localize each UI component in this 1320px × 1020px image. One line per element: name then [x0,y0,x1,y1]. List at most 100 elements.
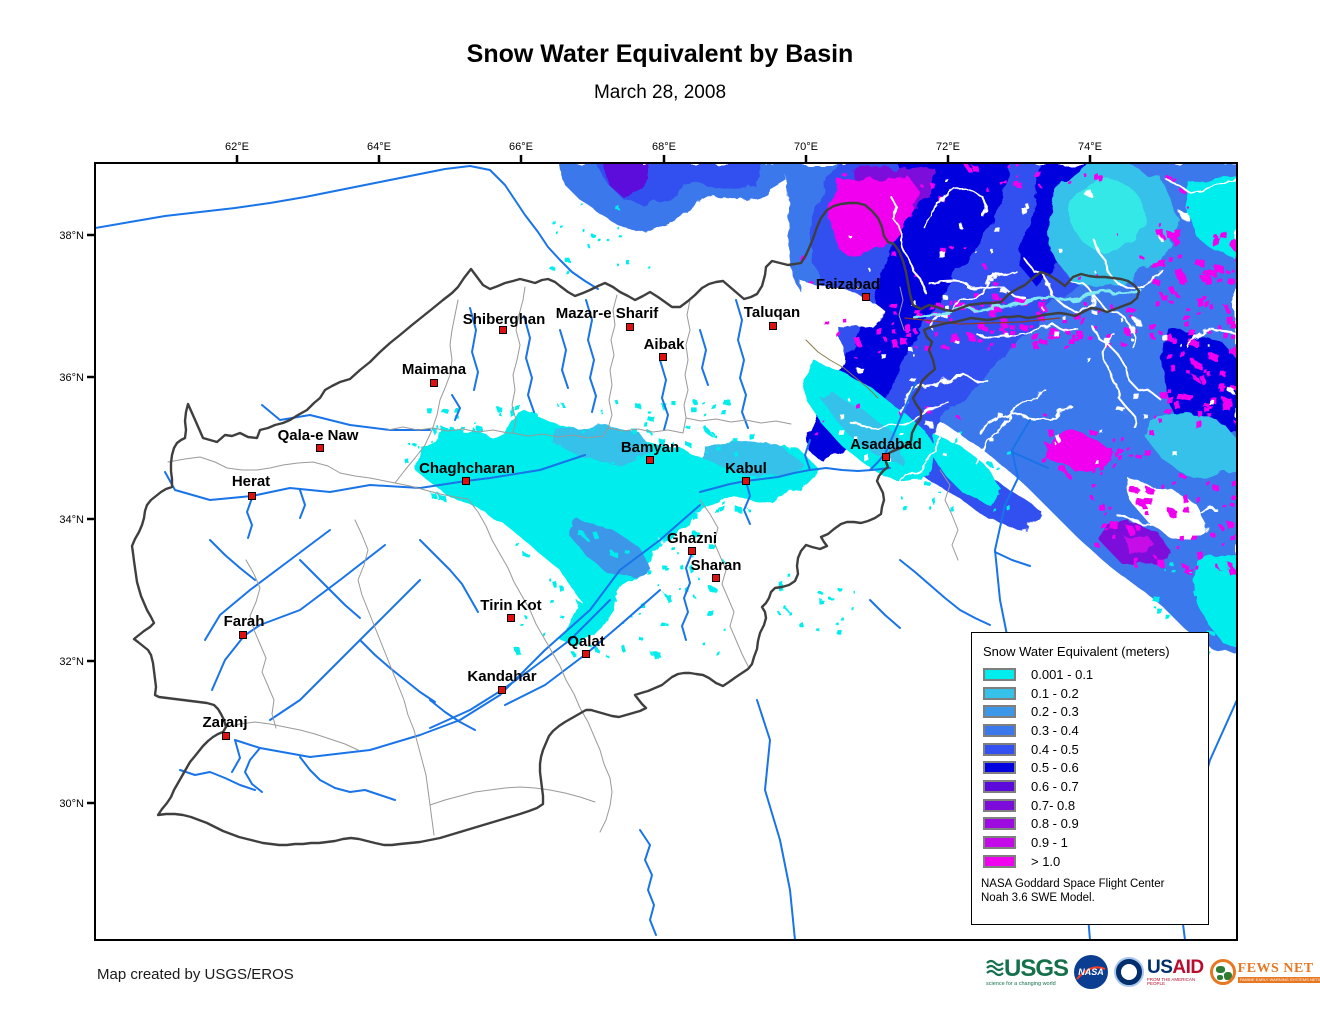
city-label: Kabul [725,460,767,477]
fews-name: FEWS NET [1237,960,1314,976]
city-label: Maimana [402,361,467,378]
river [735,299,749,429]
legend-row: 0.7- 0.8 [983,796,1208,815]
snow-blob [822,390,908,462]
city-label: Qala-e Naw [278,427,359,444]
legend-footer-line1: NASA Goddard Space Flight Center [981,877,1165,890]
usaid-tagline: FROM THE AMERICAN PEOPLE [1147,976,1196,986]
legend-row: 0.001 - 0.1 [983,665,1208,684]
basin-boundary [354,519,435,836]
legend-row-label: 0.1 - 0.2 [1031,685,1079,701]
river [699,329,709,386]
fews-tagline: FAMINE EARLY WARNING SYSTEMS NETWORK [1237,976,1320,983]
usgs-logo: USGS science for a changing world [986,956,1069,988]
river [234,504,701,758]
city-dot [712,574,720,582]
river [869,599,901,629]
city-label: Asadabad [850,436,922,453]
snow-blob [1130,480,1206,540]
lon-tick-label: 68°E [652,141,676,153]
city-label: Kandahar [467,668,536,685]
city-label: Tirin Kot [480,597,541,614]
river [994,551,1031,567]
river-lines [96,165,1236,939]
city-dot [462,477,470,485]
river [209,539,256,581]
river [246,497,253,539]
city-dot [626,323,634,331]
lon-tick-label: 72°E [936,141,960,153]
river [299,756,396,801]
city-label: Ghazni [667,530,717,547]
river [204,529,331,641]
legend-swatch-icon [983,686,1016,700]
legend-row-label: 0.9 - 1 [1031,835,1068,851]
map-layers [96,164,1236,939]
page-title: Snow Water Equivalent by Basin [466,40,854,68]
legend-swatch-icon [983,705,1016,719]
lat-tick-label: 30°N [59,798,84,810]
legend-rows: 0.001 - 0.1 0.1 - 0.2 0.2 - 0.3 0.3 - 0.4 0.… [972,665,1208,871]
lat-tick-label: 32°N [59,656,84,668]
city-label: Herat [232,473,270,490]
city-dot [239,631,247,639]
legend-swatch-icon [983,854,1016,868]
legend: Snow Water Equivalent (meters) 0.001 - 0… [971,632,1209,925]
basin-boundaries [167,286,1061,836]
lat-tick-label: 34°N [59,514,84,526]
basin-boundary [511,286,526,434]
river [299,489,306,519]
basin-boundary [939,469,959,561]
legend-row-label: 0.5 - 0.6 [1031,760,1079,776]
snow-blob [604,164,648,196]
snow-blob [800,280,886,330]
river [659,359,669,431]
river [756,699,796,939]
legend-row: 0.3 - 0.4 [983,721,1208,740]
city-dot [862,293,870,301]
city-dot [499,326,507,334]
basin-boundary [898,286,905,331]
usaid-seal-icon [1114,957,1145,987]
city-label: Farah [224,613,265,630]
city-label: Zaranj [202,714,247,731]
legend-swatch-icon [983,779,1016,793]
river [743,480,751,525]
legend-swatch-icon [983,723,1016,737]
river [96,165,599,290]
legend-swatch-icon [983,667,1016,681]
city-dot [882,453,890,461]
lat-tick-label: 36°N [59,372,84,384]
basin-boundary [467,498,613,833]
usaid-name: USAID [1147,956,1204,978]
legend-row-label: > 1.0 [1031,853,1061,869]
legend-row: 0.1 - 0.2 [983,684,1208,703]
legend-swatch-icon [983,742,1016,756]
river [869,381,917,471]
legend-footer-line2: Noah 3.6 SWE Model. [981,891,1095,904]
basin-boundary [699,499,749,667]
disputed-boundary [904,317,1061,325]
page-subtitle: March 28, 2008 [593,82,727,103]
legend-row-label: 0.2 - 0.3 [1031,704,1079,720]
basin-boundary [607,294,618,429]
river [429,699,476,731]
legend-row-label: 0.3 - 0.4 [1031,722,1079,738]
legend-swatch-icon [983,836,1016,850]
basin-boundary [167,456,469,500]
legend-row: 0.8 - 0.9 [983,815,1208,834]
legend-row: 0.5 - 0.6 [983,758,1208,777]
city-label: Sharan [691,557,742,574]
legend-swatch-icon [983,798,1016,812]
city-label: Aibak [644,336,686,353]
legend-swatch-icon [983,761,1016,775]
city-dot [248,492,256,500]
snow-blob [554,425,652,462]
river [211,544,386,691]
river [585,299,597,413]
basin-boundary [683,299,691,419]
legend-row: 0.9 - 1 [983,833,1208,852]
city-label: Mazar-e Sharif [556,305,660,322]
river [261,404,431,431]
